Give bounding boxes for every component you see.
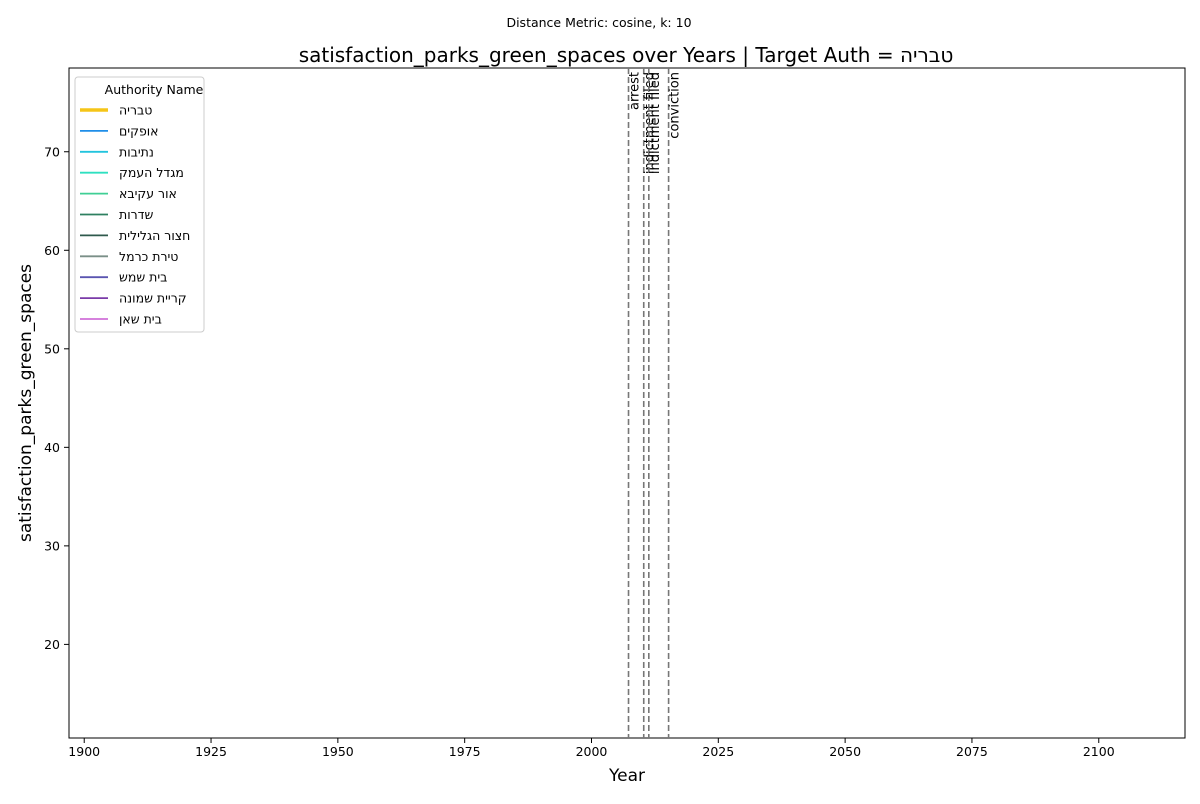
- legend-title: Authority Name: [105, 82, 204, 97]
- legend-label: בית שאן: [119, 312, 162, 327]
- x-tick-label: 2000: [576, 744, 608, 759]
- y-tick-label: 30: [44, 538, 60, 553]
- y-tick-label: 40: [44, 440, 60, 455]
- event-label: conviction: [668, 72, 683, 139]
- legend-box: [74, 76, 205, 333]
- legend-label: אופקים: [119, 123, 159, 138]
- legend-label: שדרות: [119, 207, 154, 222]
- plot-area: [68, 67, 1186, 739]
- legend-label: טבריה: [119, 103, 152, 118]
- x-tick-label: 1950: [322, 744, 354, 759]
- legend-label: קריית שמונה: [119, 291, 187, 306]
- y-axis-label: satisfaction_parks_green_spaces: [16, 264, 36, 542]
- x-tick-label: 2050: [829, 744, 861, 759]
- y-tick-label: 70: [44, 144, 60, 159]
- x-tick-label: 2100: [1083, 744, 1115, 759]
- legend-label: נתיבות: [119, 144, 154, 159]
- x-tick-label: 1900: [68, 744, 100, 759]
- legend: Authority Name טבריה אופקים נתיבות מגדל העמ…: [74, 76, 205, 333]
- y-tick-label: 50: [44, 341, 60, 356]
- y-tick-label: 60: [44, 243, 60, 258]
- legend-label: בית שמש: [119, 270, 167, 285]
- event-label: indictment filed: [648, 72, 663, 174]
- x-tick-label: 2025: [702, 744, 734, 759]
- legend-label: חצור הגלילית: [119, 228, 190, 243]
- event-label: arrest: [628, 72, 643, 110]
- event-label: indictment filed: [643, 72, 658, 174]
- x-axis-label: Year: [608, 766, 645, 786]
- legend-label: טירת כרמל: [119, 249, 178, 264]
- chart-title: satisfaction_parks_green_spaces over Yea…: [299, 43, 954, 67]
- chart-suptitle: Distance Metric: cosine, k: 10: [506, 15, 691, 30]
- legend-label: אור עקיבא: [119, 186, 177, 201]
- legend-label: מגדל העמק: [119, 165, 184, 180]
- x-tick-label: 1925: [195, 744, 227, 759]
- y-axis: 20 30 40 50 60 70: [44, 144, 69, 652]
- x-axis: 1900 1925 1950 1975 2000 2025 2050 2075 2100: [68, 738, 1115, 759]
- x-tick-label: 2075: [956, 744, 988, 759]
- y-tick-label: 20: [44, 637, 60, 652]
- x-tick-label: 1975: [449, 744, 481, 759]
